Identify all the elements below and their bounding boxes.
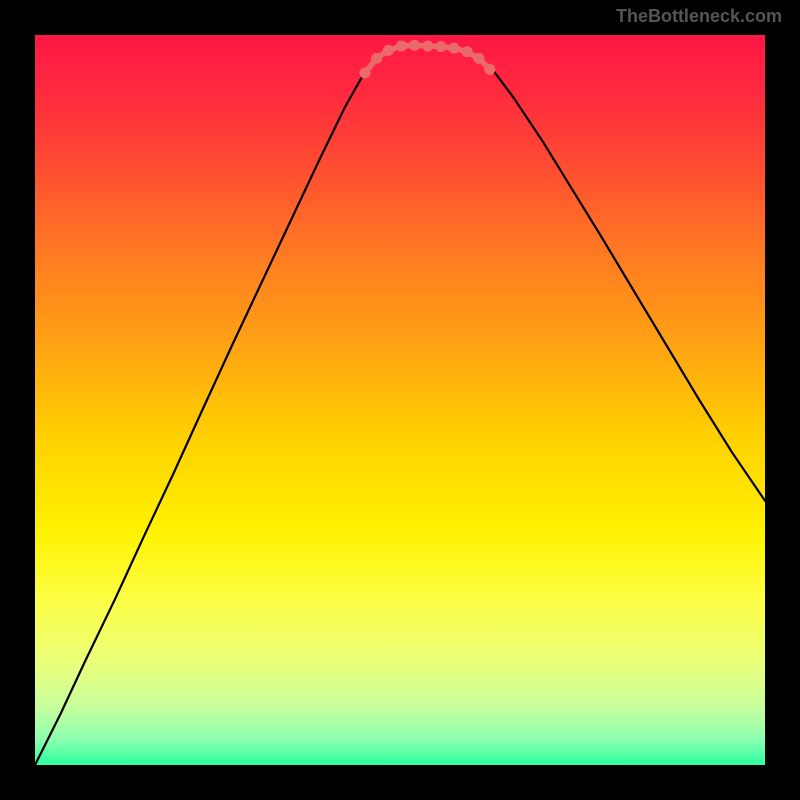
- plot-area: [35, 35, 765, 765]
- optimal-range-marker: [359, 67, 370, 78]
- optimal-range-marker: [449, 43, 460, 54]
- optimal-range-marker: [462, 46, 473, 57]
- optimal-range-marker: [383, 45, 394, 56]
- optimal-range-marker: [409, 40, 420, 51]
- optimal-range-marker: [435, 41, 446, 52]
- optimal-range-marker: [422, 40, 433, 51]
- optimal-range-marker: [484, 64, 495, 75]
- bottleneck-chart: TheBottleneck.com: [0, 0, 800, 800]
- optimal-range-marker: [473, 53, 484, 64]
- optimal-range-marker: [396, 40, 407, 51]
- chart-svg: [0, 0, 800, 800]
- watermark-text: TheBottleneck.com: [616, 6, 782, 27]
- optimal-range-marker: [371, 53, 382, 64]
